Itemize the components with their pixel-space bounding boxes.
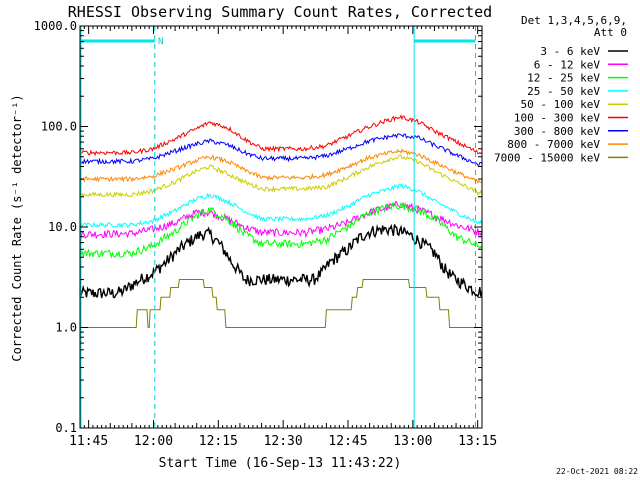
- y-axis-label: Corrected Count Rate (s⁻¹ detector⁻¹): [10, 94, 24, 361]
- x-tick-label: 11:45: [69, 434, 108, 449]
- y-tick-label: 10.0: [48, 220, 77, 234]
- series-line-7000-15000-kev: [80, 279, 482, 328]
- attenuator-marker-layer: N: [80, 26, 477, 428]
- legend-label: 800 - 7000 keV: [507, 138, 600, 151]
- series-line-800-7000-kev: [80, 147, 483, 184]
- legend-header-line-2: Att 0: [594, 26, 627, 39]
- x-axis-label: Start Time (16-Sep-13 11:43:22): [159, 456, 402, 471]
- legend-label: 300 - 800 keV: [514, 125, 600, 138]
- x-tick-label: 12:15: [199, 434, 238, 449]
- legend-label: 50 - 100 keV: [521, 98, 601, 111]
- x-tick-label: 12:00: [134, 434, 173, 449]
- legend-label: 25 - 50 keV: [527, 85, 600, 98]
- y-tick-label: 1.0: [55, 321, 77, 335]
- n-flag-label: N: [158, 37, 163, 47]
- series-line-3-6-kev: [79, 223, 483, 299]
- legend-label: 12 - 25 keV: [527, 72, 600, 85]
- plot-area: N 0.1 1.0 10.0 100.0 1000.0 11:45 12:00 12:15 12…: [34, 19, 498, 449]
- x-tick-label: 13:15: [458, 434, 497, 449]
- x-tick-label: 12:45: [328, 434, 367, 449]
- generated-timestamp: 22-Oct-2021 08:22: [556, 467, 638, 476]
- series-layer: [79, 114, 483, 328]
- legend-label: 6 - 12 keV: [534, 58, 601, 71]
- y-tick-label: 0.1: [55, 421, 77, 435]
- legend-label: 7000 - 15000 keV: [494, 151, 600, 164]
- y-tick-label: 1000.0: [34, 19, 77, 33]
- x-tick-label: 12:30: [264, 434, 303, 449]
- legend-label: 100 - 300 keV: [514, 112, 600, 125]
- series-line-25-50-kev: [79, 183, 483, 229]
- legend-header-line-1: Det 1,3,4,5,6,9,: [521, 14, 627, 27]
- y-tick-label: 100.0: [41, 120, 77, 134]
- x-tick-label: 13:00: [393, 434, 432, 449]
- legend-label: 3 - 6 keV: [540, 45, 600, 58]
- series-line-50-100-kev: [79, 154, 483, 198]
- series-line-300-800-kev: [79, 133, 483, 166]
- series-line-100-300-kev: [79, 114, 483, 157]
- axis-layer: 0.1 1.0 10.0 100.0 1000.0 11:45 12:00 12:15 12:3…: [34, 19, 498, 449]
- series-line-12-25-kev: [79, 201, 483, 259]
- chart-title: RHESSI Observing Summary Count Rates, Co…: [68, 3, 492, 21]
